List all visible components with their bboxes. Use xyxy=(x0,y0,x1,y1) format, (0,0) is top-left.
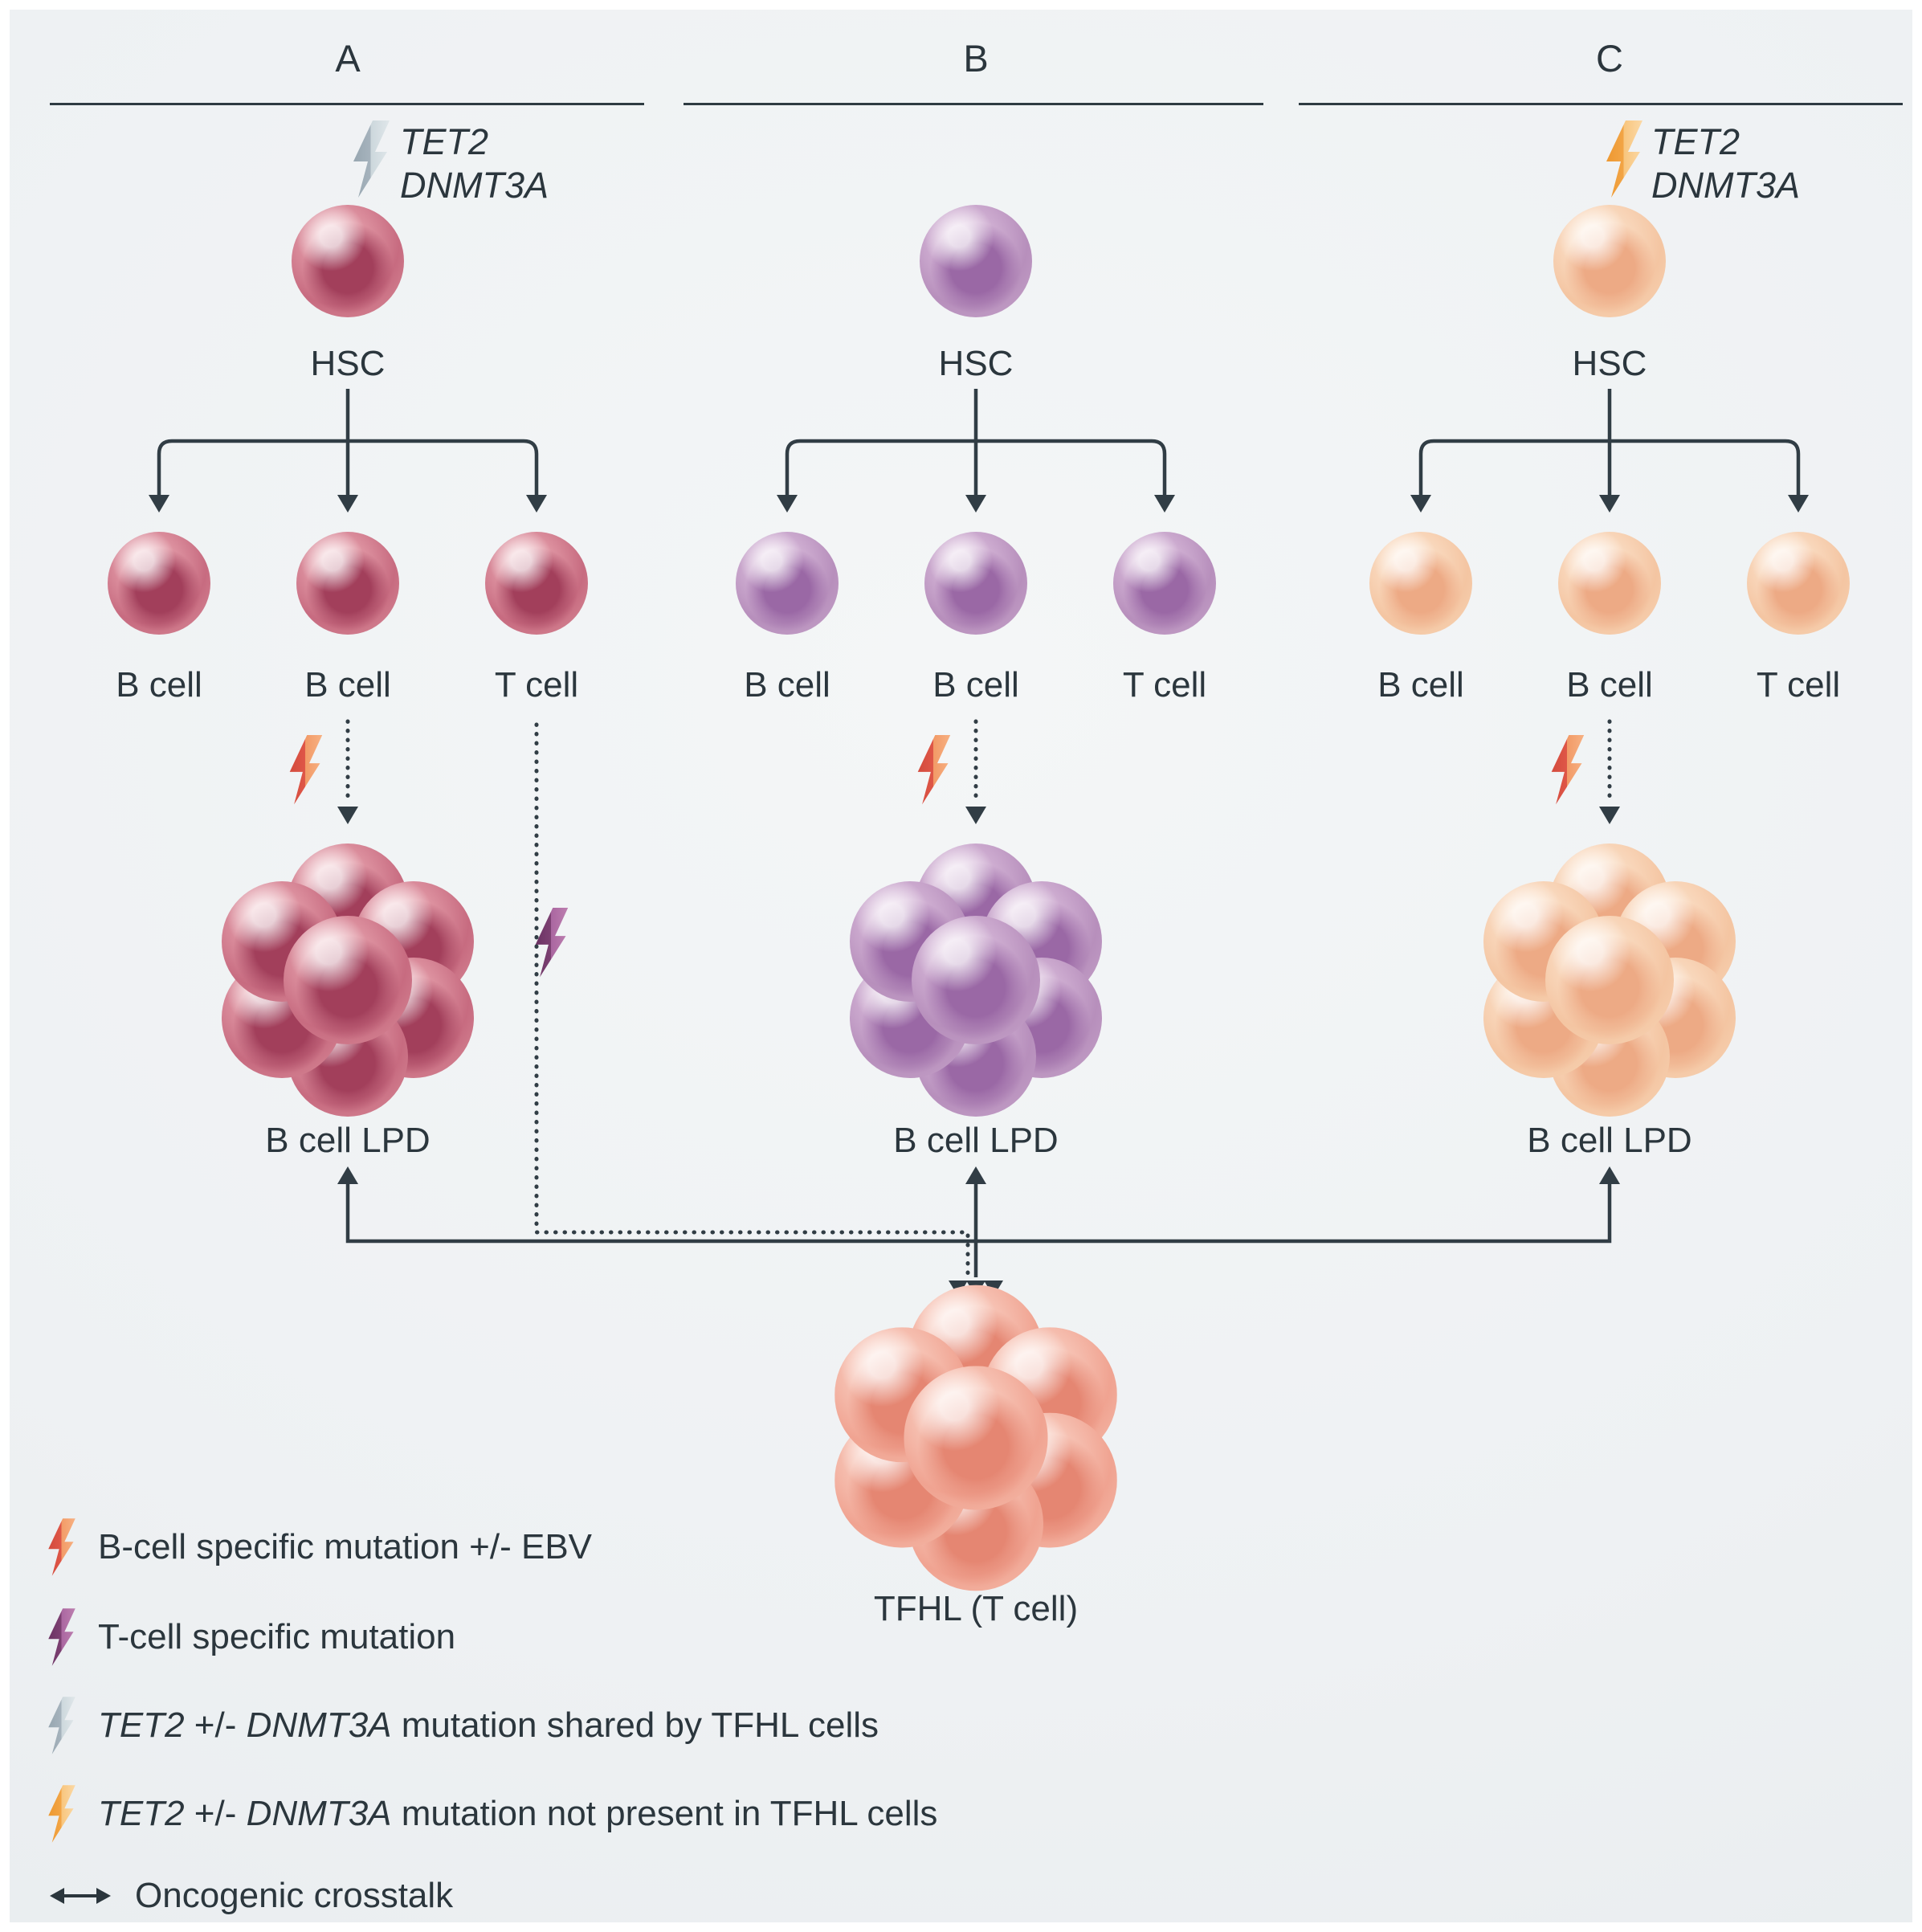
hsc-cell xyxy=(920,205,1032,317)
cell-label: B cell xyxy=(1377,665,1464,705)
red-bolt-icon xyxy=(289,735,323,805)
cell-label: T cell xyxy=(1756,665,1841,705)
gray-bolt-icon xyxy=(353,120,390,198)
cluster-cell xyxy=(912,916,1040,1044)
b-cell xyxy=(1558,532,1661,635)
hsc-label: HSC xyxy=(310,344,386,383)
panel-label-b: B xyxy=(963,37,989,80)
red-bolt-icon xyxy=(917,735,951,805)
hsc-label: HSC xyxy=(938,344,1014,383)
cluster-cell xyxy=(904,1366,1048,1510)
cluster-cell xyxy=(1545,916,1674,1044)
cell-label: T cell xyxy=(1122,665,1207,705)
legend-text: TET2 +/- DNMT3A mutation not present in … xyxy=(98,1794,938,1833)
cell-label: B cell xyxy=(932,665,1019,705)
b-cell xyxy=(736,532,839,635)
bcell-lpd-cluster xyxy=(839,843,1112,1117)
hsc-label: HSC xyxy=(1572,344,1647,383)
legend-text: Oncogenic crosstalk xyxy=(135,1876,454,1915)
purple-bolt-icon xyxy=(535,908,569,978)
red-bolt-icon xyxy=(1551,735,1585,805)
hsc-cell xyxy=(1553,205,1666,317)
legend-text: B-cell specific mutation +/- EBV xyxy=(98,1527,593,1566)
gene-dnmt3a-label: DNMT3A xyxy=(400,165,549,206)
b-cell xyxy=(1369,532,1472,635)
double-arrow-icon xyxy=(50,1888,111,1904)
gene-annotation-c: TET2 DNMT3A xyxy=(1651,120,1800,207)
legend-text: T-cell specific mutation xyxy=(98,1617,456,1656)
cell-label: B cell xyxy=(1566,665,1653,705)
crosstalk-arrowheads xyxy=(337,1166,1620,1297)
legend-item-bcell-mutation: B-cell specific mutation +/- EBV xyxy=(47,1513,592,1581)
tfhl-label: TFHL (T cell) xyxy=(873,1589,1079,1628)
bcell-lpd-label: B cell LPD xyxy=(893,1121,1059,1160)
bcell-lpd-label: B cell LPD xyxy=(265,1121,431,1160)
branch-arrowheads xyxy=(149,495,1809,513)
cell-label: T cell xyxy=(494,665,579,705)
branch-lines xyxy=(157,389,1801,495)
t-cell xyxy=(1113,532,1216,635)
panel-rule-c xyxy=(1299,103,1903,105)
t-cell xyxy=(1747,532,1850,635)
cell-label: B cell xyxy=(116,665,202,705)
tfhl-cluster xyxy=(823,1285,1129,1591)
bcell-lpd-cluster xyxy=(1473,843,1746,1117)
hsc-cell xyxy=(292,205,404,317)
orange-bolt-icon xyxy=(48,1785,75,1843)
gray-bolt-icon xyxy=(48,1697,75,1754)
orange-bolt-icon xyxy=(1606,120,1642,198)
tcell-dotted-path xyxy=(534,722,970,1278)
legend-item-tcell-mutation: T-cell specific mutation xyxy=(47,1603,455,1671)
purple-bolt-icon xyxy=(48,1608,75,1666)
legend-item-oncogenic-crosstalk: Oncogenic crosstalk xyxy=(47,1862,453,1930)
panel-label-a: A xyxy=(335,37,361,80)
cell-label: B cell xyxy=(304,665,391,705)
panel-rule-a xyxy=(50,103,644,105)
b-cell xyxy=(296,532,399,635)
cluster-cell xyxy=(284,916,412,1044)
legend-text: TET2 +/- DNMT3A mutation shared by TFHL … xyxy=(98,1705,879,1745)
t-cell xyxy=(485,532,588,635)
b-cell xyxy=(108,532,210,635)
bcell-lpd-cluster xyxy=(211,843,484,1117)
crosstalk-lines xyxy=(345,1184,1612,1277)
bcell-lpd-label: B cell LPD xyxy=(1527,1121,1692,1160)
cell-label: B cell xyxy=(744,665,830,705)
gene-tet2-label: TET2 xyxy=(1651,121,1740,162)
red-bolt-icon xyxy=(48,1518,75,1576)
panel-label-c: C xyxy=(1596,37,1623,80)
gene-dnmt3a-label: DNMT3A xyxy=(1651,165,1801,206)
gene-annotation-a: TET2 DNMT3A xyxy=(400,120,549,207)
panel-rule-b xyxy=(684,103,1263,105)
mutation-arrowheads xyxy=(337,807,1620,824)
gene-tet2-label: TET2 xyxy=(400,121,489,162)
legend-item-not-present-mutation: TET2 +/- DNMT3A mutation not present in … xyxy=(47,1780,937,1848)
b-cell xyxy=(924,532,1027,635)
legend-item-shared-mutation: TET2 +/- DNMT3A mutation shared by TFHL … xyxy=(47,1692,879,1759)
